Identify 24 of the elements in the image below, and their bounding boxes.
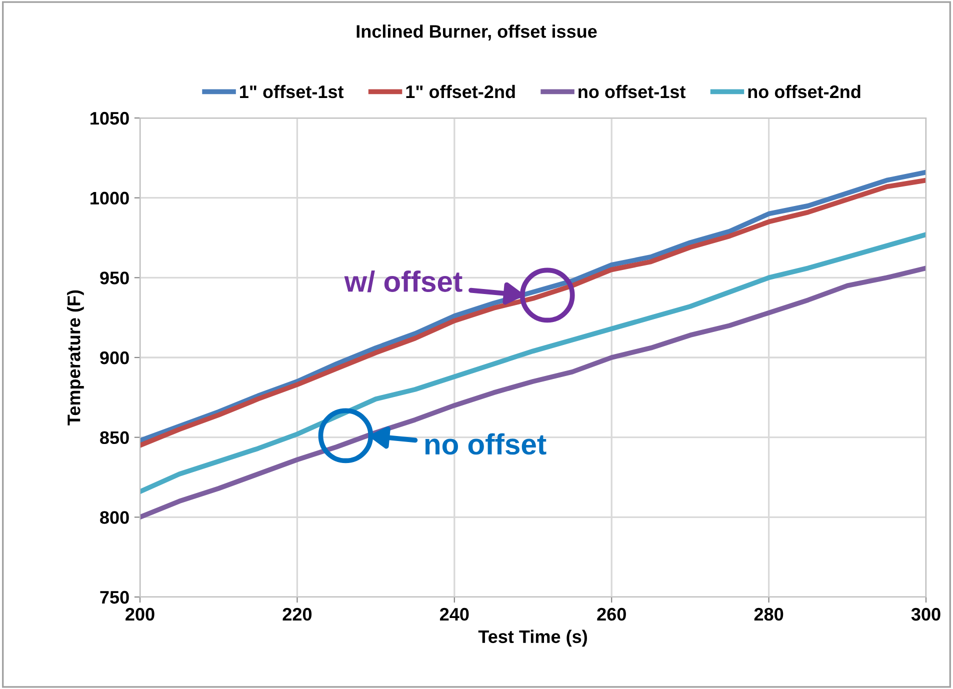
x-tick-label: 240 bbox=[440, 608, 469, 621]
x-tick-label: 260 bbox=[597, 608, 626, 621]
annotation: w/ offset bbox=[344, 270, 462, 292]
chart-title: Inclined Burner, offset issue bbox=[356, 24, 597, 40]
y-tick-label: 1050 bbox=[90, 112, 129, 125]
y-tick-label: 1000 bbox=[90, 192, 129, 205]
x-tick-label: 200 bbox=[126, 608, 154, 621]
y-tick-label: 950 bbox=[100, 272, 129, 284]
y-tick-label: 800 bbox=[100, 511, 129, 524]
legend-label: 1" offset-2nd bbox=[406, 84, 515, 98]
x-axis-title: Test Time (s) bbox=[478, 630, 587, 647]
x-tick-label: 300 bbox=[911, 608, 940, 621]
line-series bbox=[140, 266, 926, 520]
legend-label: no offset-1st bbox=[578, 84, 686, 98]
x-tick-label: 220 bbox=[282, 608, 312, 621]
y-axis-title: Temperature (F) bbox=[67, 290, 84, 426]
annotation: no offset bbox=[425, 433, 546, 455]
legend-label: 1" offset-1st bbox=[240, 84, 344, 98]
line-series bbox=[140, 232, 926, 494]
y-tick-label: 850 bbox=[100, 431, 129, 444]
x-tick-label: 280 bbox=[754, 608, 784, 621]
y-tick-label: 750 bbox=[100, 590, 129, 604]
legend-label: no offset-2nd bbox=[748, 84, 860, 98]
y-tick-label: 900 bbox=[100, 351, 129, 364]
